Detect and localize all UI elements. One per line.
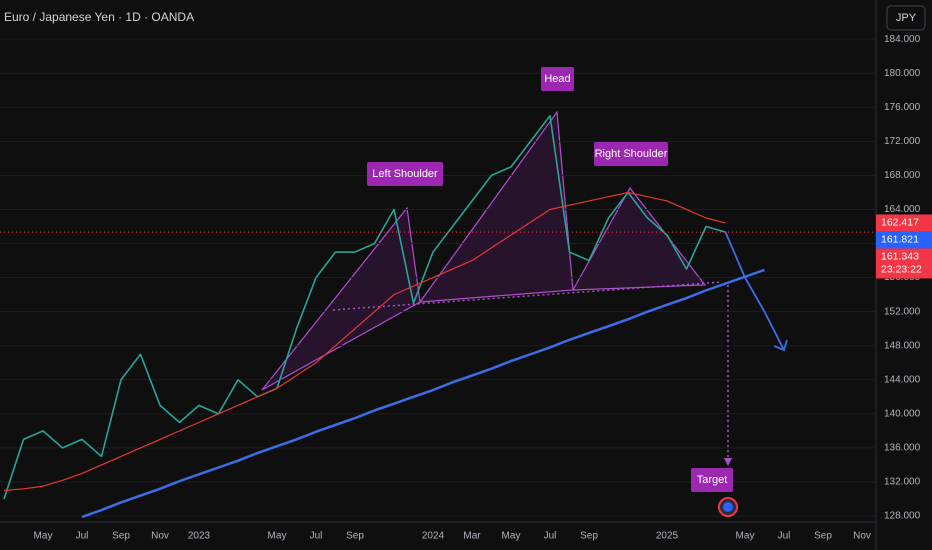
currency-label: JPY: [896, 12, 917, 24]
price-marker-label: 162.417: [881, 217, 919, 229]
x-tick-label: May: [268, 531, 287, 542]
countdown: 23:23:22: [881, 264, 922, 276]
y-tick-label: 140.000: [884, 408, 921, 419]
y-tick-label: 184.000: [884, 34, 921, 45]
x-tick-label: Nov: [151, 531, 169, 542]
annotation-label: Target: [697, 474, 728, 486]
y-tick-label: 164.000: [884, 204, 921, 215]
neckline: [332, 281, 723, 311]
target-arrow: [724, 458, 732, 466]
x-tick-label: Sep: [580, 531, 598, 542]
x-tick-label: 2024: [422, 531, 445, 542]
y-tick-label: 144.000: [884, 374, 921, 385]
y-tick-label: 172.000: [884, 136, 921, 147]
price-marker-label: 161.821: [881, 234, 919, 246]
x-tick-label: Jul: [544, 531, 557, 542]
price-marker: [876, 231, 932, 249]
currency-button[interactable]: [886, 5, 926, 31]
annotation-box: [367, 162, 443, 186]
annotation-box: [594, 142, 668, 166]
annotation-box: [691, 468, 733, 492]
y-tick-label: 132.000: [884, 477, 921, 488]
x-tick-label: May: [502, 531, 521, 542]
x-tick-label: May: [34, 531, 53, 542]
y-tick-label: 180.000: [884, 68, 921, 79]
x-tick-label: 2025: [656, 531, 679, 542]
x-tick-label: Jul: [76, 531, 89, 542]
x-tick-label: Sep: [112, 531, 130, 542]
annotation-label: Head: [544, 73, 570, 85]
y-tick-label: 136.000: [884, 443, 921, 454]
y-tick-label: 128.000: [884, 511, 921, 522]
x-tick-label: 2023: [188, 531, 211, 542]
x-tick-label: Nov: [853, 531, 871, 542]
x-tick-label: Jul: [310, 531, 323, 542]
y-tick-label: 148.000: [884, 340, 921, 351]
annotation-label: Left Shoulder: [372, 168, 438, 180]
x-tick-label: May: [736, 531, 755, 542]
price-marker-label: 161.343: [881, 251, 919, 263]
x-tick-label: Jul: [778, 531, 791, 542]
series-line: [724, 231, 785, 351]
series-line: [3, 191, 726, 492]
head-shape: [418, 110, 574, 303]
price-marker: [876, 248, 932, 279]
annotation-label: Right Shoulder: [595, 148, 668, 160]
x-tick-label: Mar: [463, 531, 481, 542]
event-marker-dot: [723, 502, 733, 512]
y-tick-label: 152.000: [884, 306, 921, 317]
series-line: [81, 268, 765, 519]
chart-title: Euro / Japanese Yen · 1D · OANDA: [4, 10, 194, 24]
series-line: [3, 115, 726, 500]
annotation-box: [541, 67, 574, 91]
projection-arrowhead: [773, 339, 788, 352]
y-tick-label: 168.000: [884, 170, 921, 181]
y-tick-label: 176.000: [884, 102, 921, 113]
x-tick-label: Sep: [814, 531, 832, 542]
price-marker: [876, 214, 932, 232]
x-tick-label: Sep: [346, 531, 364, 542]
